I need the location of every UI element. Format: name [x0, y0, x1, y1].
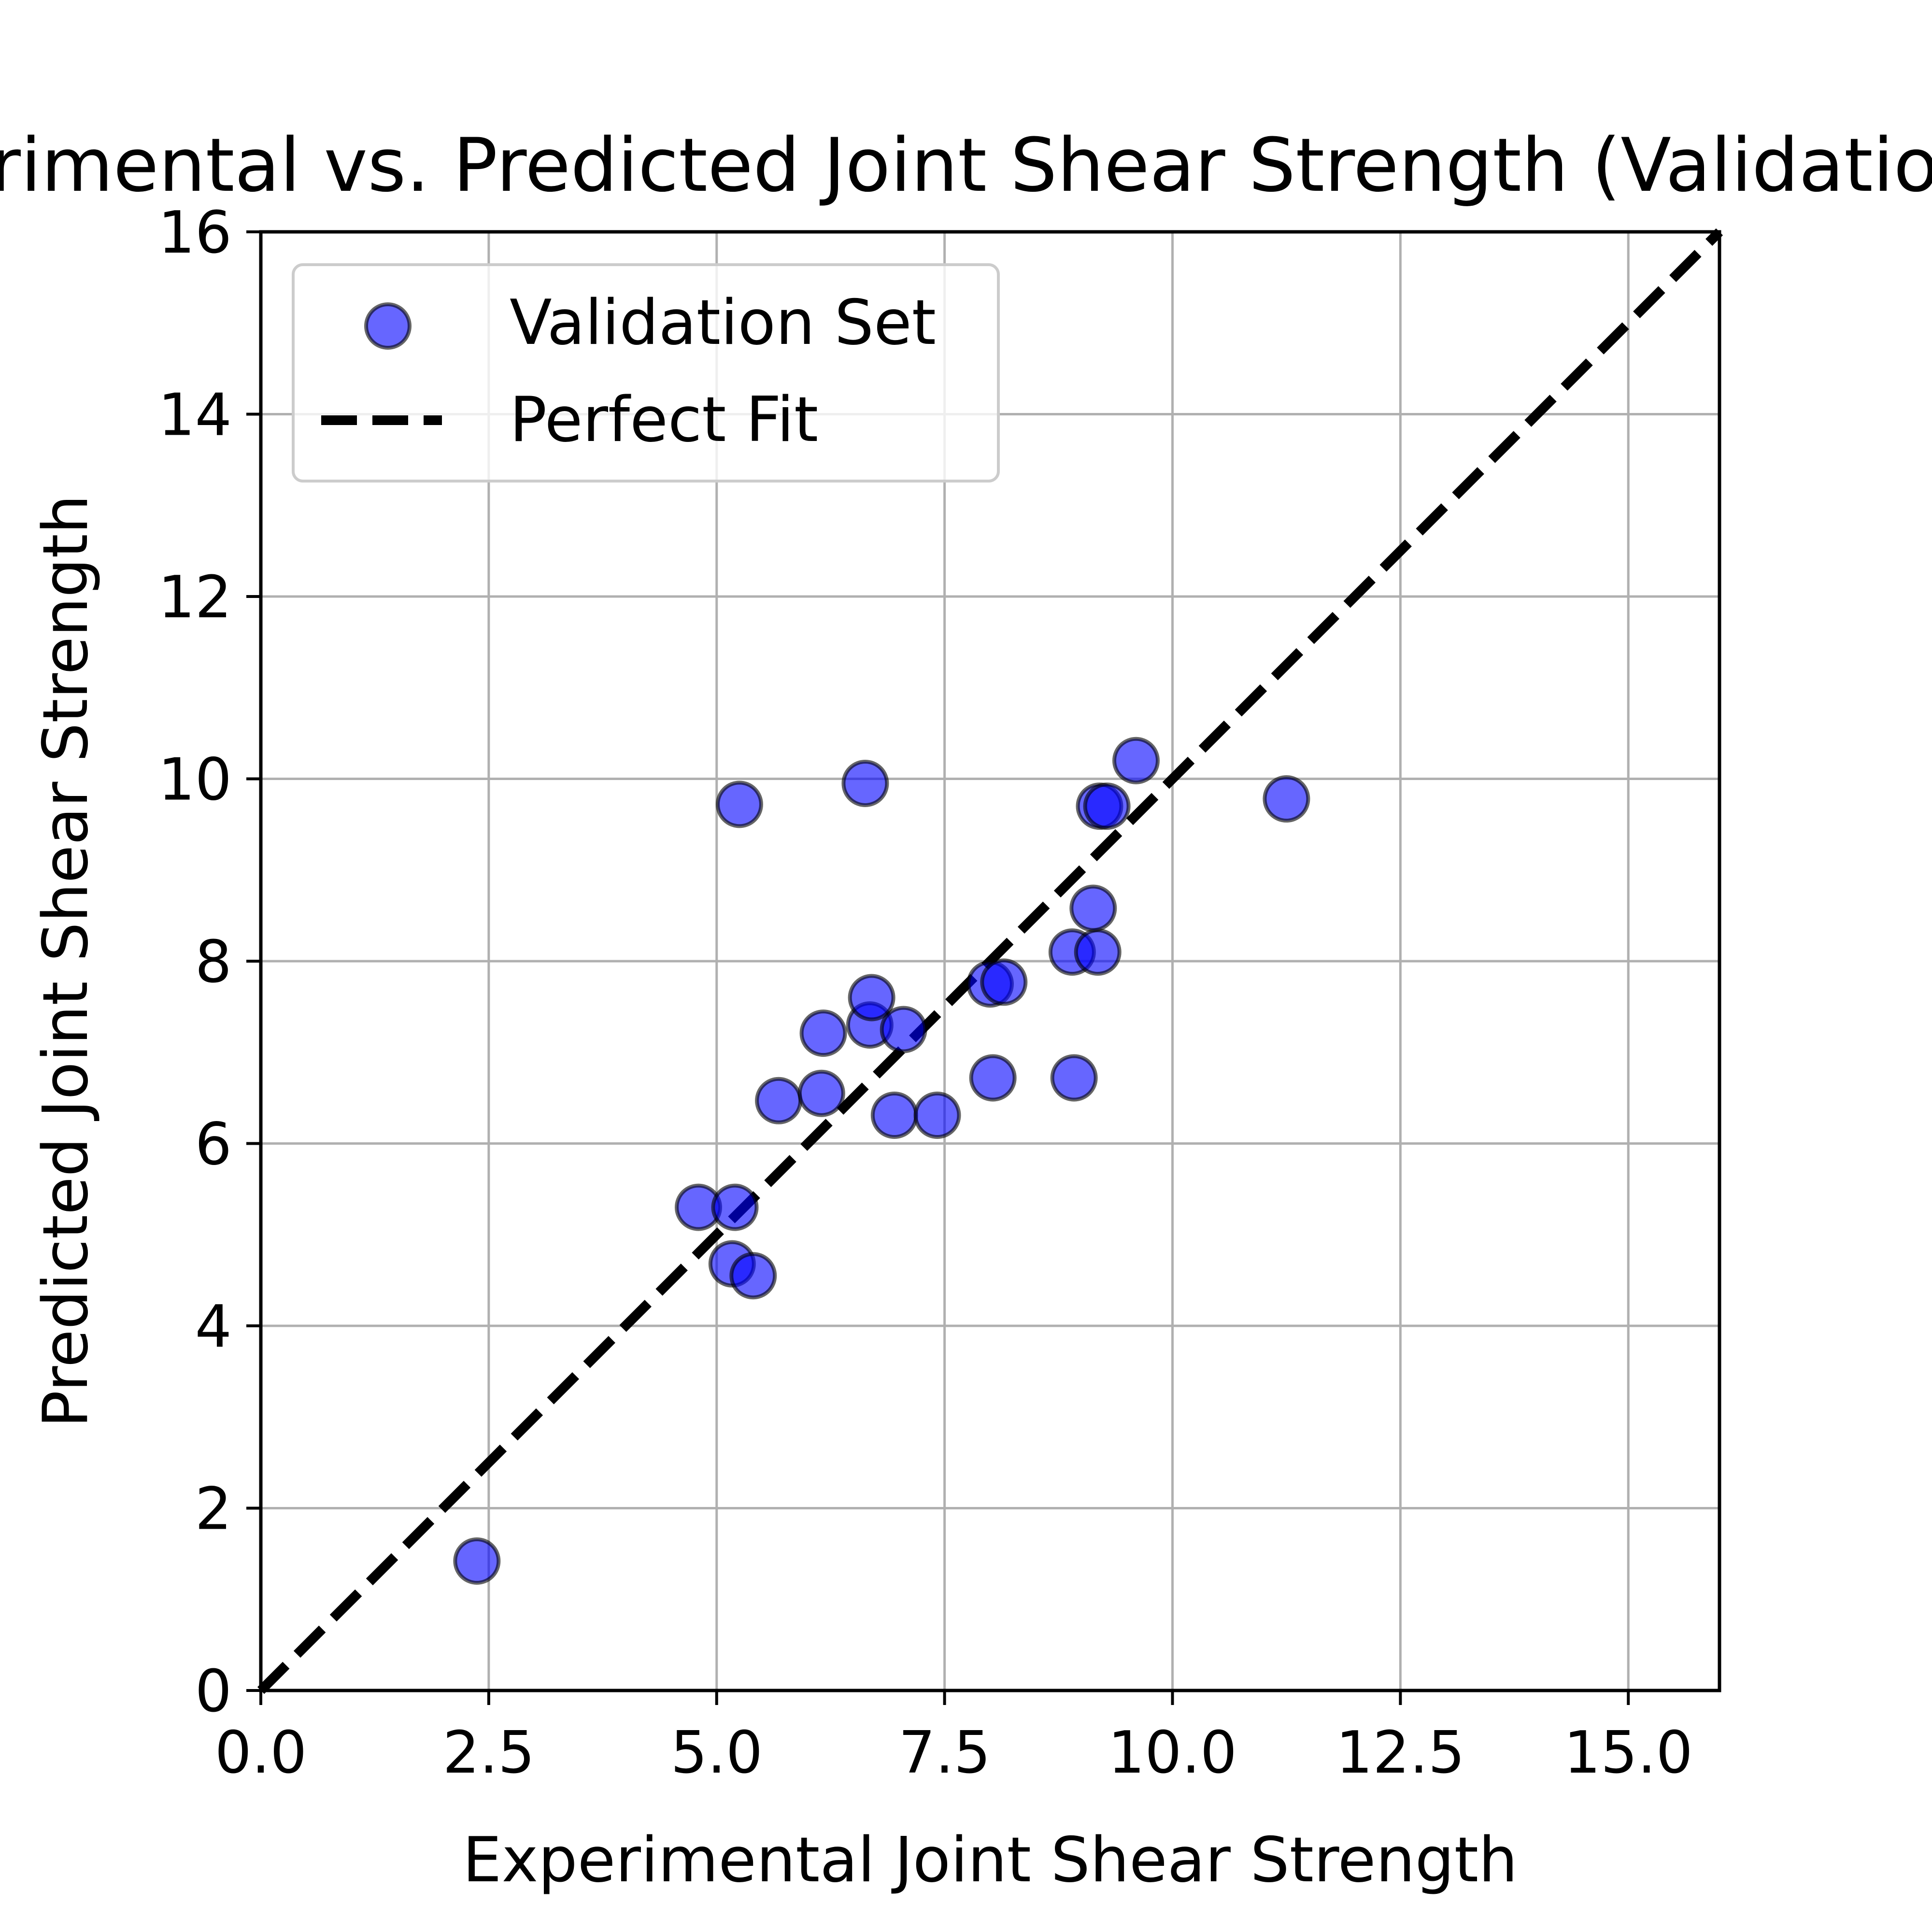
data-point	[1263, 775, 1310, 823]
data-point	[715, 781, 763, 828]
y-ticks: 0 2 4 6 8 10 12 14 16	[158, 199, 261, 1725]
data-point	[453, 1537, 501, 1585]
y-tick-label: 6	[195, 1111, 232, 1179]
x-ticks: 0.0 2.5 5.0 7.5 10.0 12.5 15.0	[215, 1690, 1693, 1787]
x-tick-label: 5.0	[670, 1719, 763, 1787]
data-point	[913, 1091, 961, 1139]
x-axis-label: Experimental Joint Shear Strength	[463, 1824, 1518, 1896]
data-point	[1050, 1054, 1098, 1102]
data-point	[755, 1077, 803, 1124]
data-point	[880, 1006, 927, 1053]
y-tick-label: 12	[158, 564, 232, 631]
y-tick-label: 14	[158, 382, 232, 449]
data-point	[1083, 782, 1131, 830]
data-point	[799, 1009, 847, 1057]
x-tick-label: 0.0	[215, 1719, 307, 1787]
legend-label-perfect-fit: Perfect Fit	[510, 384, 818, 456]
y-tick-label: 8	[195, 929, 232, 996]
legend-box	[292, 263, 1000, 483]
x-tick-label: 15.0	[1564, 1719, 1693, 1787]
data-point	[797, 1069, 845, 1117]
y-tick-label: 4	[195, 1293, 232, 1361]
data-point	[711, 1183, 759, 1231]
data-point	[980, 958, 1028, 1006]
y-tick-label: 0	[195, 1658, 232, 1725]
data-point	[1069, 884, 1117, 932]
legend-label-validation-set: Validation Set	[510, 287, 936, 359]
data-point	[1074, 928, 1122, 976]
x-tick-label: 2.5	[442, 1719, 535, 1787]
y-tick-label: 2	[195, 1476, 232, 1543]
y-axis-label: Predicted Joint Shear Strength	[30, 495, 102, 1428]
legend-marker-validation-set	[364, 302, 412, 350]
data-point	[1112, 737, 1160, 784]
data-point	[848, 974, 895, 1022]
x-tick-label: 7.5	[898, 1719, 991, 1787]
legend: Validation Set Perfect Fit	[292, 263, 1000, 483]
x-tick-label: 12.5	[1336, 1719, 1465, 1787]
data-point	[969, 1054, 1017, 1102]
points-layer	[453, 737, 1310, 1585]
data-point	[870, 1091, 918, 1139]
chart-title: Experimental vs. Predicted Joint Shear S…	[0, 123, 1932, 209]
y-tick-label: 16	[158, 199, 232, 267]
x-tick-label: 10.0	[1108, 1719, 1237, 1787]
data-point	[729, 1252, 777, 1300]
y-tick-label: 10	[158, 747, 232, 814]
data-point	[841, 759, 889, 807]
